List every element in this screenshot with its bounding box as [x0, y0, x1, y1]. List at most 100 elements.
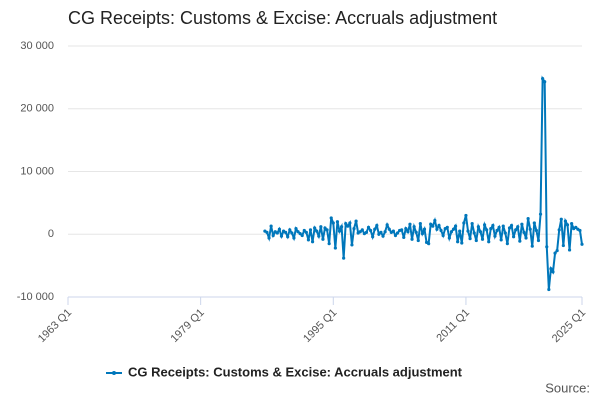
point [296, 230, 300, 234]
point [350, 243, 354, 247]
point [501, 224, 505, 228]
point [292, 236, 296, 240]
point [412, 225, 416, 229]
point [451, 227, 456, 231]
point [364, 230, 369, 234]
point [491, 223, 495, 228]
point [561, 243, 565, 248]
point [306, 238, 311, 242]
point [284, 230, 288, 234]
point [559, 217, 563, 221]
point [543, 80, 547, 84]
point [366, 225, 371, 229]
point [528, 227, 532, 231]
x-tick-label: 1979 Q1 [168, 307, 206, 345]
point [462, 221, 466, 225]
point [313, 226, 317, 230]
point [352, 227, 356, 231]
point [279, 234, 284, 238]
point [302, 228, 306, 233]
legend-marker [112, 371, 116, 375]
point [532, 221, 536, 225]
point [441, 233, 445, 238]
point [518, 239, 522, 243]
y-tick-label: 0 [48, 228, 54, 240]
point [458, 229, 462, 233]
point [474, 238, 478, 243]
x-tick-label: 2011 Q1 [434, 307, 472, 345]
point [290, 231, 294, 235]
point [337, 229, 342, 233]
point [327, 242, 331, 246]
point [342, 256, 346, 260]
point [404, 227, 408, 231]
point [304, 230, 308, 234]
point [325, 228, 329, 232]
point [503, 231, 507, 235]
point [373, 227, 377, 231]
point [288, 228, 292, 232]
point [478, 230, 483, 234]
point [570, 221, 574, 226]
point [480, 237, 485, 241]
point [482, 223, 487, 227]
point [565, 223, 570, 227]
point [344, 221, 348, 226]
point [437, 223, 441, 228]
point [360, 228, 364, 232]
point [520, 222, 524, 226]
point [317, 234, 321, 238]
point [358, 230, 362, 234]
point [456, 240, 460, 244]
source: Source: [545, 380, 590, 395]
point [395, 231, 400, 235]
point [468, 237, 472, 241]
y-tick-label: 20 000 [20, 103, 54, 115]
point [563, 219, 568, 223]
point [308, 228, 313, 232]
point [547, 287, 551, 292]
point [418, 221, 422, 226]
y-tick-label: -10 000 [17, 291, 54, 303]
point [505, 242, 509, 246]
point [286, 235, 290, 239]
point [466, 229, 470, 233]
point [460, 241, 464, 245]
point [509, 223, 514, 228]
point [335, 220, 340, 224]
point [333, 246, 337, 250]
point [375, 223, 379, 228]
point [538, 212, 543, 216]
point [567, 248, 572, 252]
point [516, 225, 520, 229]
point [354, 219, 358, 223]
point [512, 235, 516, 239]
point [408, 222, 412, 226]
point [453, 224, 458, 228]
point [489, 227, 493, 231]
point [429, 222, 433, 226]
point [406, 230, 410, 234]
point [381, 234, 385, 238]
y-tick-label: 10 000 [20, 165, 54, 177]
point [493, 234, 497, 238]
point [514, 228, 518, 232]
point [329, 216, 333, 220]
point [277, 227, 282, 231]
point [499, 238, 503, 242]
point [464, 213, 468, 218]
point [422, 227, 427, 231]
point [269, 224, 273, 228]
point [530, 244, 534, 248]
point [541, 77, 545, 81]
point [507, 226, 512, 230]
point [526, 216, 530, 221]
point [377, 232, 381, 236]
point [470, 221, 474, 226]
y-tick-label: 30 000 [20, 40, 54, 52]
point [427, 242, 431, 246]
point [271, 233, 275, 238]
point [346, 224, 350, 228]
